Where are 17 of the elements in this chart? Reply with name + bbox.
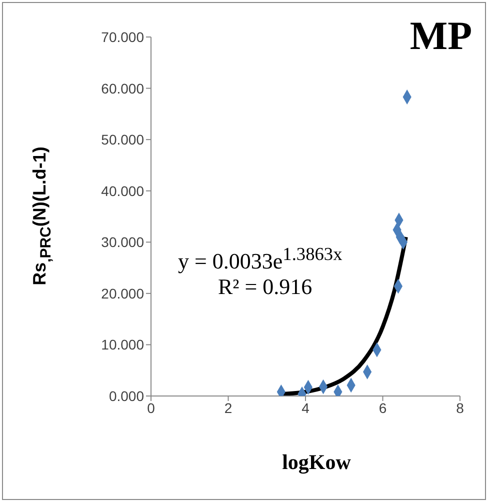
x-tick-label: 2	[224, 400, 232, 416]
chart-title: MP	[410, 12, 472, 59]
x-tick-label: 8	[456, 400, 464, 416]
x-axis-title: logKow	[281, 450, 352, 475]
y-tick-label: 60.000	[101, 80, 144, 96]
y-tick-label: 70.000	[101, 28, 144, 45]
y-tick-label: 0.000	[108, 388, 144, 404]
annotation: y = 0.0033e$^{1.3863x}$	[178, 244, 342, 274]
y-tick-label: 30.000	[101, 234, 144, 250]
x-tick-label: 4	[302, 400, 310, 416]
y-tick-label: 10.000	[101, 336, 144, 353]
y-tick-label: 50.000	[101, 132, 144, 148]
annotation: R² = 0.916	[218, 274, 312, 300]
y-tick-label: 40.000	[101, 182, 144, 199]
y-tick-label: 20.000	[101, 285, 144, 302]
x-tick-label: 0	[147, 400, 156, 416]
x-tick-label: 6	[378, 400, 387, 416]
